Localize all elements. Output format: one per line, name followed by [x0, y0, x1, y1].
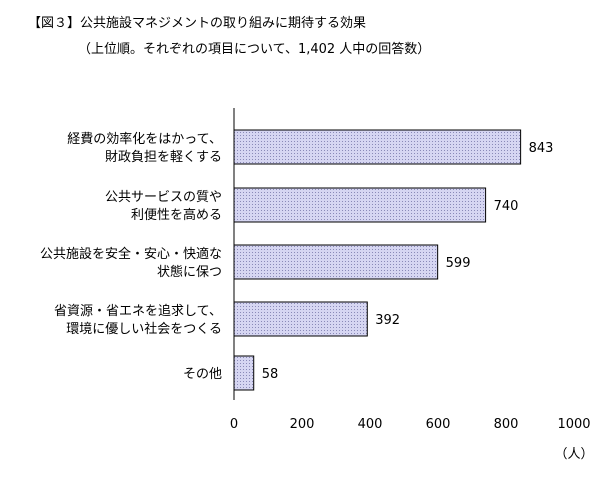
chart-title: 【図３】公共施設マネジメントの取り組みに期待する効果 [28, 16, 367, 31]
chart-subtitle: （上位順。それぞれの項目について、1,402 人中の回答数） [78, 42, 431, 57]
x-tick-label-3: 600 [426, 417, 451, 432]
category-label-1-0: 公共サービスの質や [105, 190, 222, 205]
bar-0 [233, 129, 522, 165]
x-tick-label-1: 200 [290, 417, 315, 432]
bar-1 [233, 187, 487, 223]
x-tick-label-2: 400 [358, 417, 383, 432]
category-label-3-0: 省資源・省エネを追求して、 [54, 303, 222, 319]
category-label-3-1: 環境に優しい社会をつくる [66, 321, 222, 337]
x-tick-label-5: 1000 [557, 417, 590, 432]
value-label-1: 740 [494, 199, 519, 214]
category-label-2-0: 公共施設を安全・安心・快適な [40, 246, 222, 262]
value-label-3: 392 [375, 313, 400, 328]
value-label-2: 599 [446, 256, 471, 271]
x-axis-unit: （人） [554, 447, 593, 462]
category-label-0-0: 経費の効率化をはかって、 [67, 131, 222, 147]
category-label-0-1: 財政負担を軽くする [105, 150, 222, 165]
bar-2 [233, 244, 439, 280]
category-label-1-1: 利便性を高める [131, 207, 222, 223]
value-label-4: 58 [262, 367, 279, 382]
bar-3 [233, 301, 368, 337]
x-tick-label-0: 0 [230, 417, 238, 432]
bar-4 [233, 355, 255, 391]
x-tick-label-4: 800 [494, 417, 519, 432]
category-label-4-0: その他 [183, 367, 222, 382]
value-label-0: 843 [529, 141, 554, 156]
category-label-2-1: 状態に保つ [157, 264, 222, 280]
